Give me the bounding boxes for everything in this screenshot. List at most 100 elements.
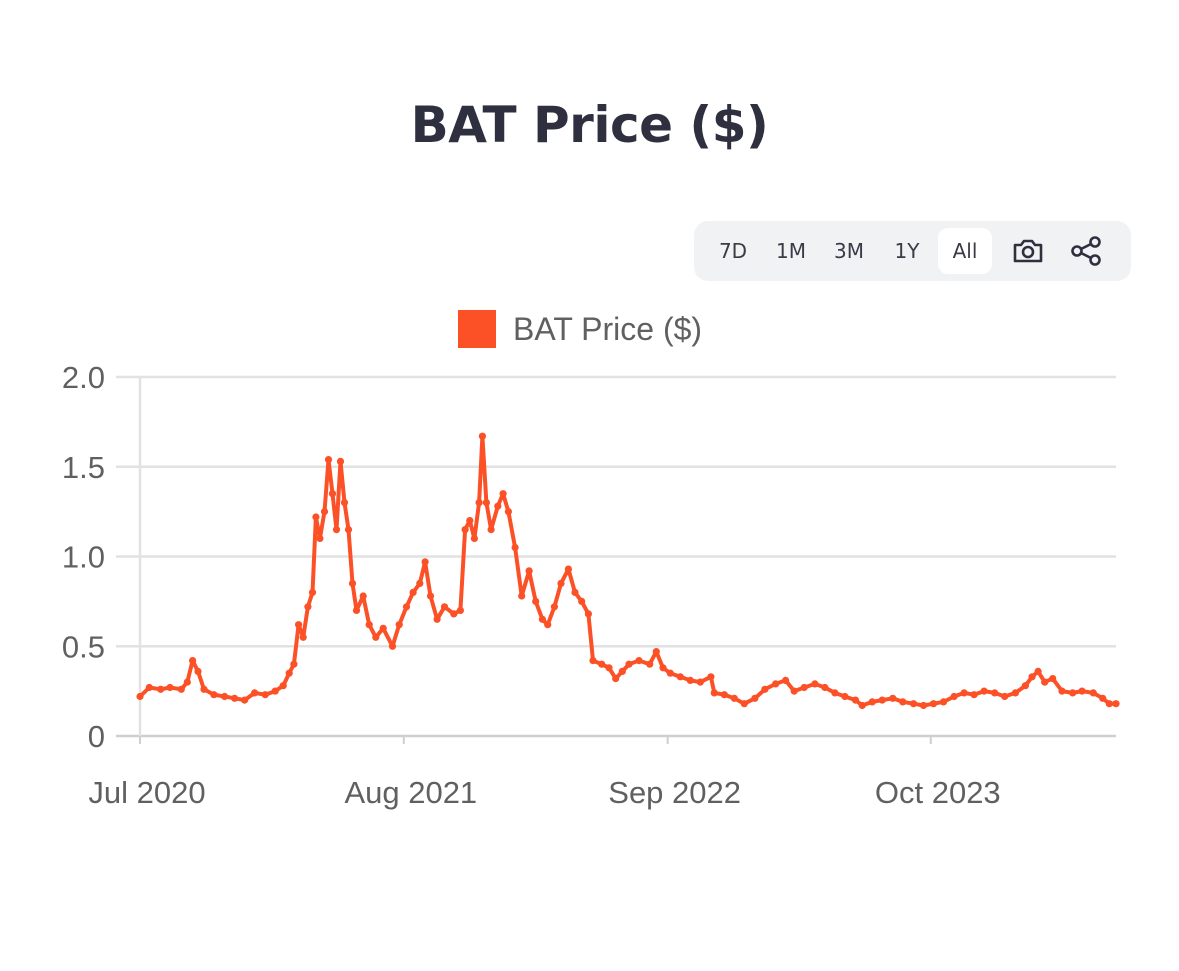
data-point[interactable] xyxy=(782,676,790,685)
data-point[interactable] xyxy=(676,673,684,681)
data-point[interactable] xyxy=(348,579,357,588)
data-point[interactable] xyxy=(328,490,337,498)
data-point[interactable] xyxy=(261,691,269,699)
data-point[interactable] xyxy=(285,669,293,677)
data-point[interactable] xyxy=(740,700,748,708)
data-point[interactable] xyxy=(564,565,573,573)
data-point[interactable] xyxy=(950,692,958,701)
legend-swatch[interactable] xyxy=(458,310,496,348)
data-point[interactable] xyxy=(598,660,606,668)
data-point[interactable] xyxy=(1112,700,1120,708)
data-point[interactable] xyxy=(858,701,866,710)
data-point[interactable] xyxy=(851,696,860,704)
data-point[interactable] xyxy=(157,685,165,693)
data-point[interactable] xyxy=(518,592,526,600)
data-point[interactable] xyxy=(295,621,303,629)
data-point[interactable] xyxy=(584,610,593,618)
data-point[interactable] xyxy=(730,694,738,702)
data-point[interactable] xyxy=(189,657,197,665)
data-point[interactable] xyxy=(635,657,643,665)
data-point[interactable] xyxy=(710,689,718,697)
data-point[interactable] xyxy=(821,683,829,692)
data-point[interactable] xyxy=(878,696,886,704)
data-point[interactable] xyxy=(841,692,849,701)
data-point[interactable] xyxy=(538,615,547,623)
data-point[interactable] xyxy=(571,588,579,597)
data-point[interactable] xyxy=(324,456,333,464)
data-point[interactable] xyxy=(1028,673,1036,681)
data-point[interactable] xyxy=(478,432,486,440)
data-point[interactable] xyxy=(550,603,559,611)
data-point[interactable] xyxy=(1099,694,1107,702)
data-point[interactable] xyxy=(344,526,353,534)
data-point[interactable] xyxy=(340,499,349,507)
data-point[interactable] xyxy=(1021,682,1029,690)
data-point[interactable] xyxy=(136,692,144,701)
data-point[interactable] xyxy=(487,526,495,534)
data-point[interactable] xyxy=(312,513,320,521)
data-point[interactable] xyxy=(960,689,968,697)
range-button-all[interactable]: All xyxy=(938,228,992,274)
data-point[interactable] xyxy=(395,621,403,629)
data-point[interactable] xyxy=(145,683,153,692)
data-point[interactable] xyxy=(511,543,519,552)
data-point[interactable] xyxy=(388,642,397,650)
data-point[interactable] xyxy=(831,689,839,697)
data-point[interactable] xyxy=(304,603,312,611)
data-point[interactable] xyxy=(929,700,938,708)
data-point[interactable] xyxy=(221,692,229,701)
data-point[interactable] xyxy=(1078,687,1086,695)
data-point[interactable] xyxy=(889,694,897,702)
data-point[interactable] xyxy=(557,579,565,588)
data-point[interactable] xyxy=(482,499,490,507)
data-point[interactable] xyxy=(466,517,474,525)
range-button-3m[interactable]: 3M xyxy=(834,239,864,263)
range-button-7d[interactable]: 7D xyxy=(718,239,748,263)
data-point[interactable] xyxy=(919,701,928,710)
data-point[interactable] xyxy=(194,667,202,676)
data-point[interactable] xyxy=(772,680,780,688)
data-point[interactable] xyxy=(544,621,552,629)
data-point[interactable] xyxy=(456,606,464,615)
data-point[interactable] xyxy=(532,597,540,606)
data-point[interactable] xyxy=(359,592,367,600)
data-point[interactable] xyxy=(578,597,586,606)
data-point[interactable] xyxy=(899,698,907,706)
data-point[interactable] xyxy=(605,664,613,672)
data-point[interactable] xyxy=(761,685,769,693)
data-point[interactable] xyxy=(504,508,512,516)
data-point[interactable] xyxy=(475,499,483,507)
data-point[interactable] xyxy=(290,660,298,668)
camera-icon[interactable] xyxy=(1002,228,1054,274)
data-point[interactable] xyxy=(461,526,469,534)
data-point[interactable] xyxy=(1001,692,1009,701)
share-icon[interactable] xyxy=(1060,228,1112,274)
data-point[interactable] xyxy=(241,696,249,704)
data-point[interactable] xyxy=(1069,689,1077,697)
data-point[interactable] xyxy=(271,687,279,695)
legend-label[interactable]: BAT Price ($) xyxy=(513,311,703,347)
data-point[interactable] xyxy=(372,633,380,641)
data-point[interactable] xyxy=(707,673,715,681)
data-point[interactable] xyxy=(625,660,633,668)
data-point[interactable] xyxy=(720,691,728,699)
data-point[interactable] xyxy=(365,621,373,629)
data-point[interactable] xyxy=(970,691,978,699)
data-point[interactable] xyxy=(1058,687,1066,695)
data-point[interactable] xyxy=(166,683,174,692)
data-point[interactable] xyxy=(618,667,626,676)
data-point[interactable] xyxy=(433,615,441,623)
range-button-1y[interactable]: 1Y xyxy=(894,239,920,263)
data-point[interactable] xyxy=(659,664,667,672)
data-point[interactable] xyxy=(299,633,307,641)
data-point[interactable] xyxy=(231,694,239,702)
data-point[interactable] xyxy=(308,588,317,597)
data-point[interactable] xyxy=(426,592,435,600)
data-point[interactable] xyxy=(1011,689,1020,697)
data-point[interactable] xyxy=(686,676,694,685)
data-point[interactable] xyxy=(1105,700,1113,708)
data-point[interactable] xyxy=(251,689,259,697)
data-point[interactable] xyxy=(800,683,808,692)
data-point[interactable] xyxy=(525,567,533,575)
data-point[interactable] xyxy=(279,682,287,690)
